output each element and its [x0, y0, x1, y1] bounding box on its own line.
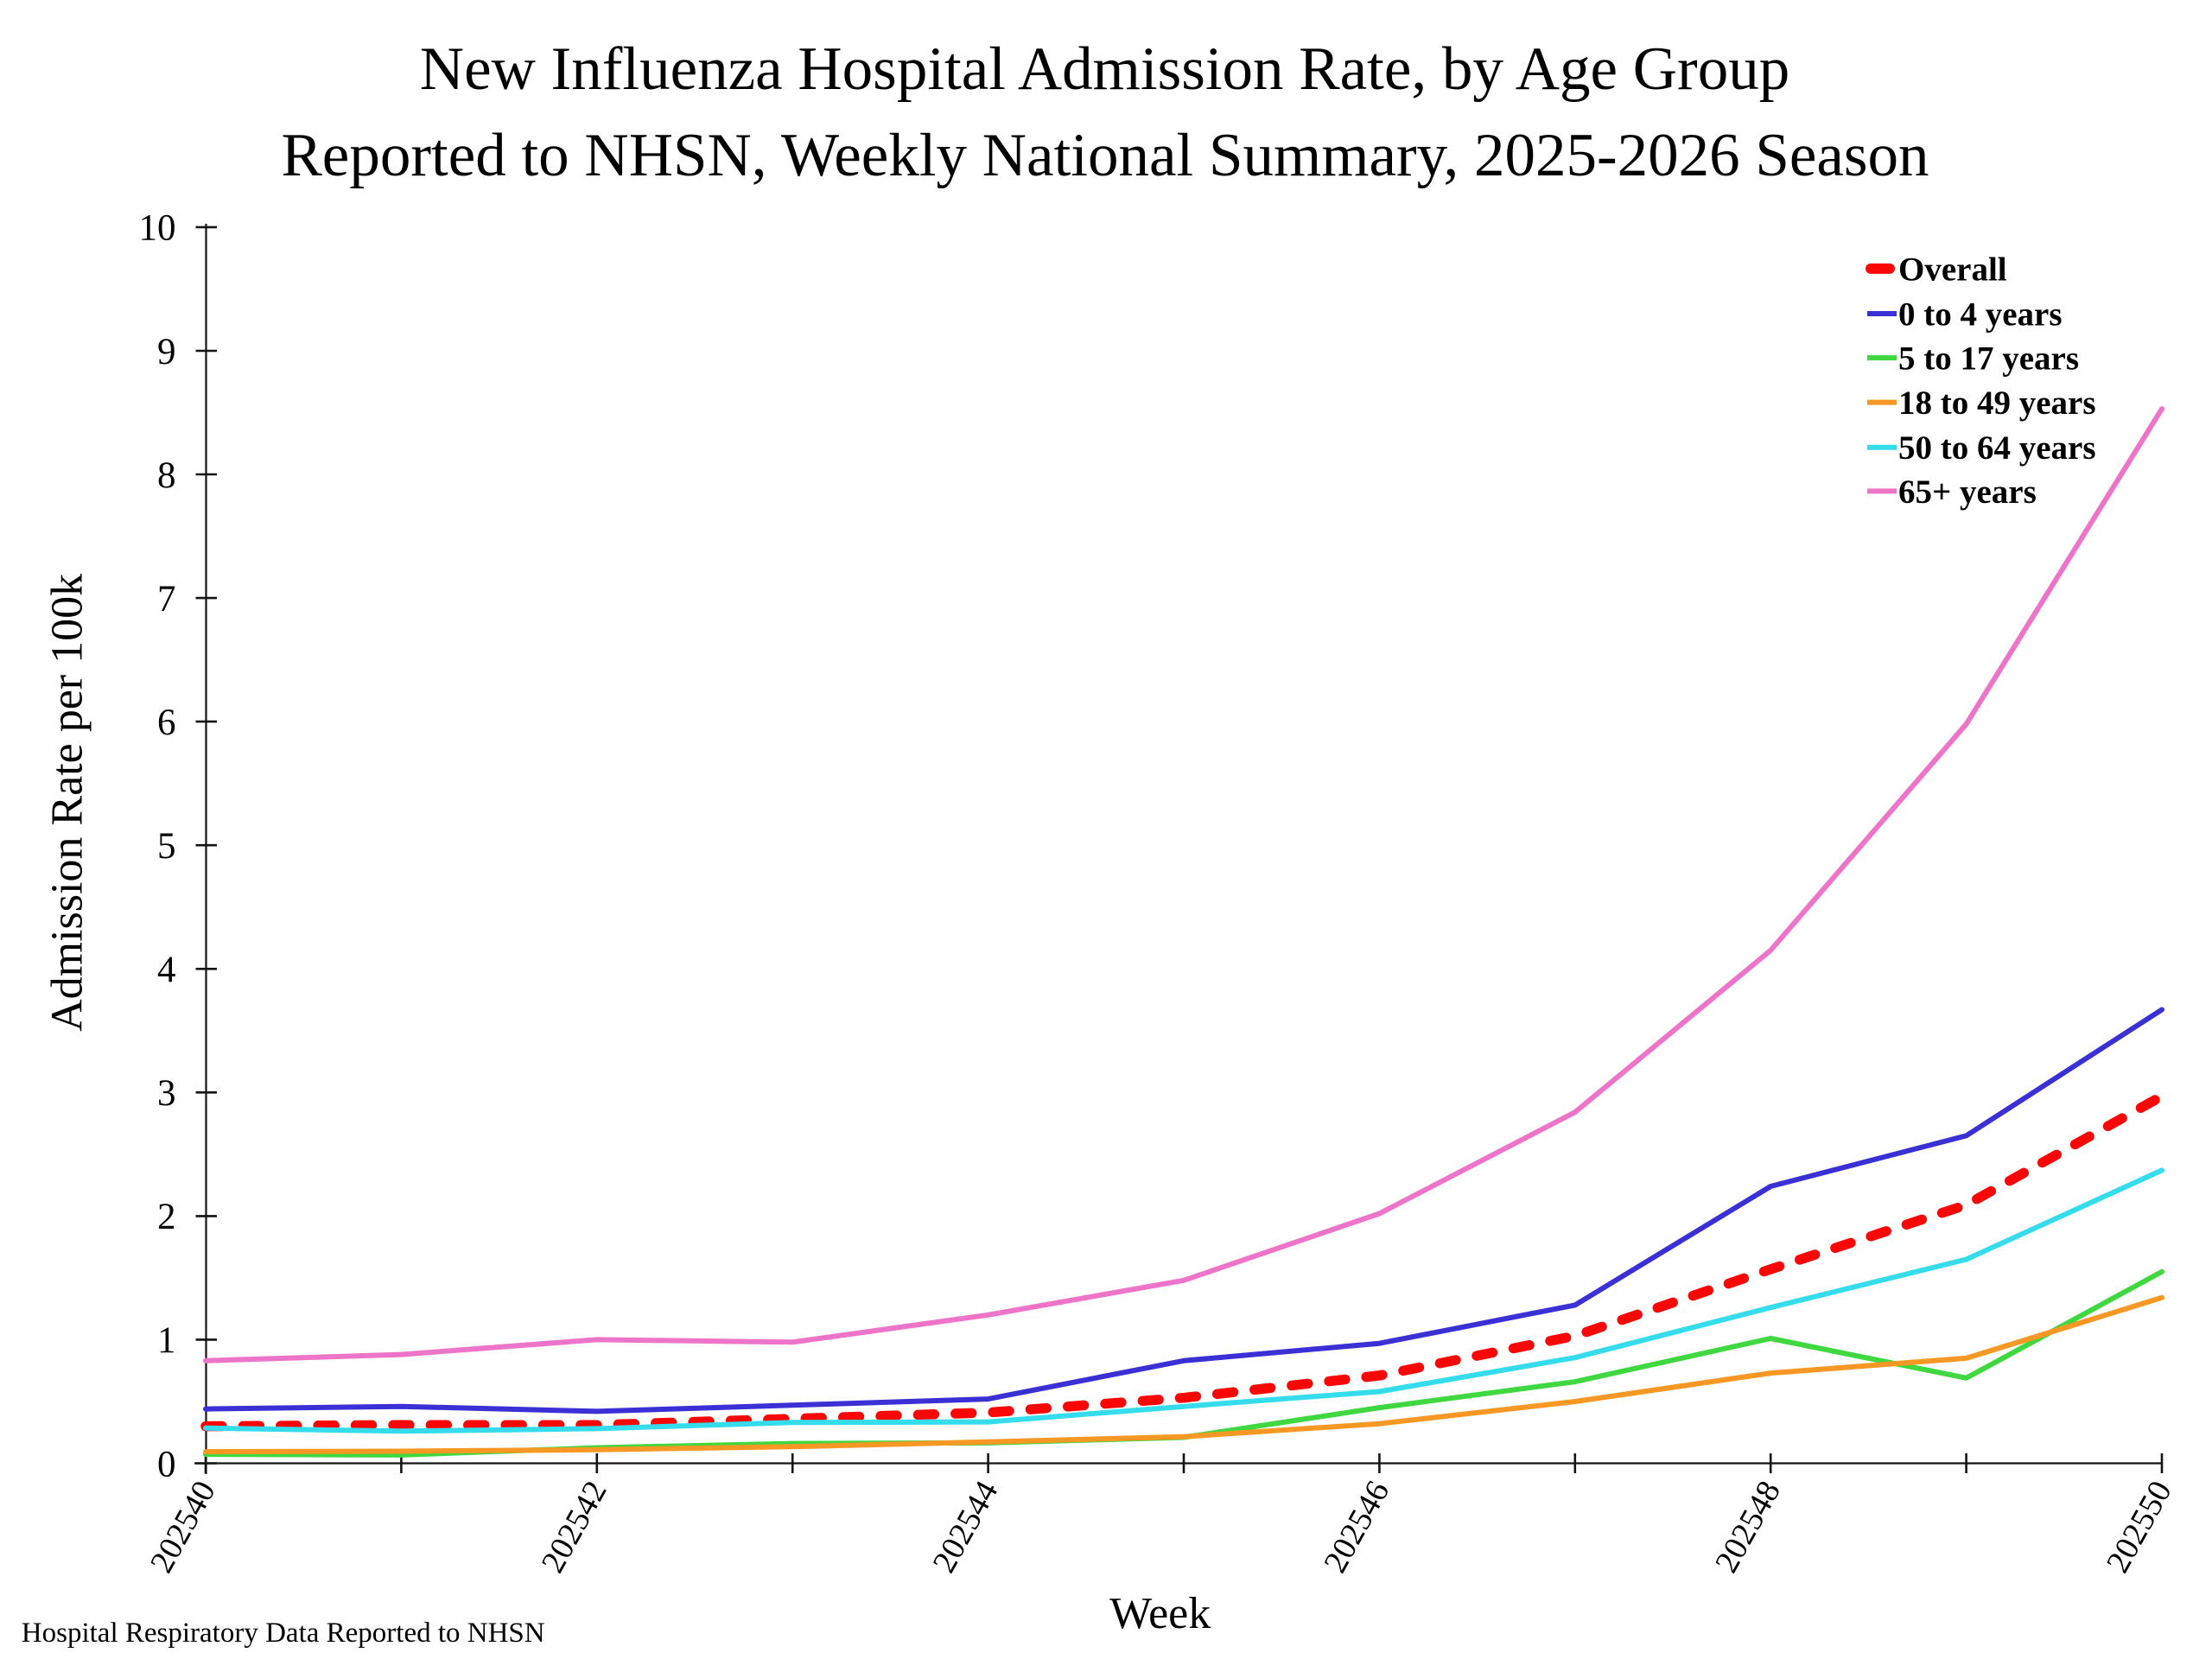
- svg-text:0: 0: [157, 1444, 176, 1484]
- svg-text:1: 1: [157, 1320, 176, 1361]
- svg-text:New Influenza Hospital Admissi: New Influenza Hospital Admission Rate, b…: [420, 35, 1789, 103]
- svg-text:50 to 64 years: 50 to 64 years: [1898, 429, 2096, 467]
- svg-text:Reported to NHSN, Weekly Natio: Reported to NHSN, Weekly National Summar…: [281, 122, 1929, 189]
- svg-text:8: 8: [157, 455, 176, 496]
- svg-text:Week: Week: [1109, 1589, 1211, 1638]
- svg-text:18 to 49 years: 18 to 49 years: [1898, 385, 2096, 422]
- svg-text:7: 7: [157, 579, 176, 620]
- svg-text:9: 9: [157, 332, 176, 372]
- svg-text:Hospital Respiratory Data Repo: Hospital Respiratory Data Reported to NH…: [22, 1618, 545, 1649]
- svg-text:2: 2: [157, 1197, 176, 1237]
- svg-text:5: 5: [157, 826, 176, 867]
- svg-text:5 to 17 years: 5 to 17 years: [1898, 340, 2079, 378]
- svg-text:0 to 4 years: 0 to 4 years: [1898, 296, 2063, 333]
- svg-text:10: 10: [139, 208, 176, 249]
- svg-text:6: 6: [157, 702, 176, 743]
- svg-text:Admission Rate per 100k: Admission Rate per 100k: [42, 574, 92, 1032]
- svg-text:3: 3: [157, 1073, 176, 1114]
- svg-text:Overall: Overall: [1898, 251, 2007, 288]
- svg-text:65+ years: 65+ years: [1898, 474, 2037, 511]
- svg-text:4: 4: [157, 950, 176, 990]
